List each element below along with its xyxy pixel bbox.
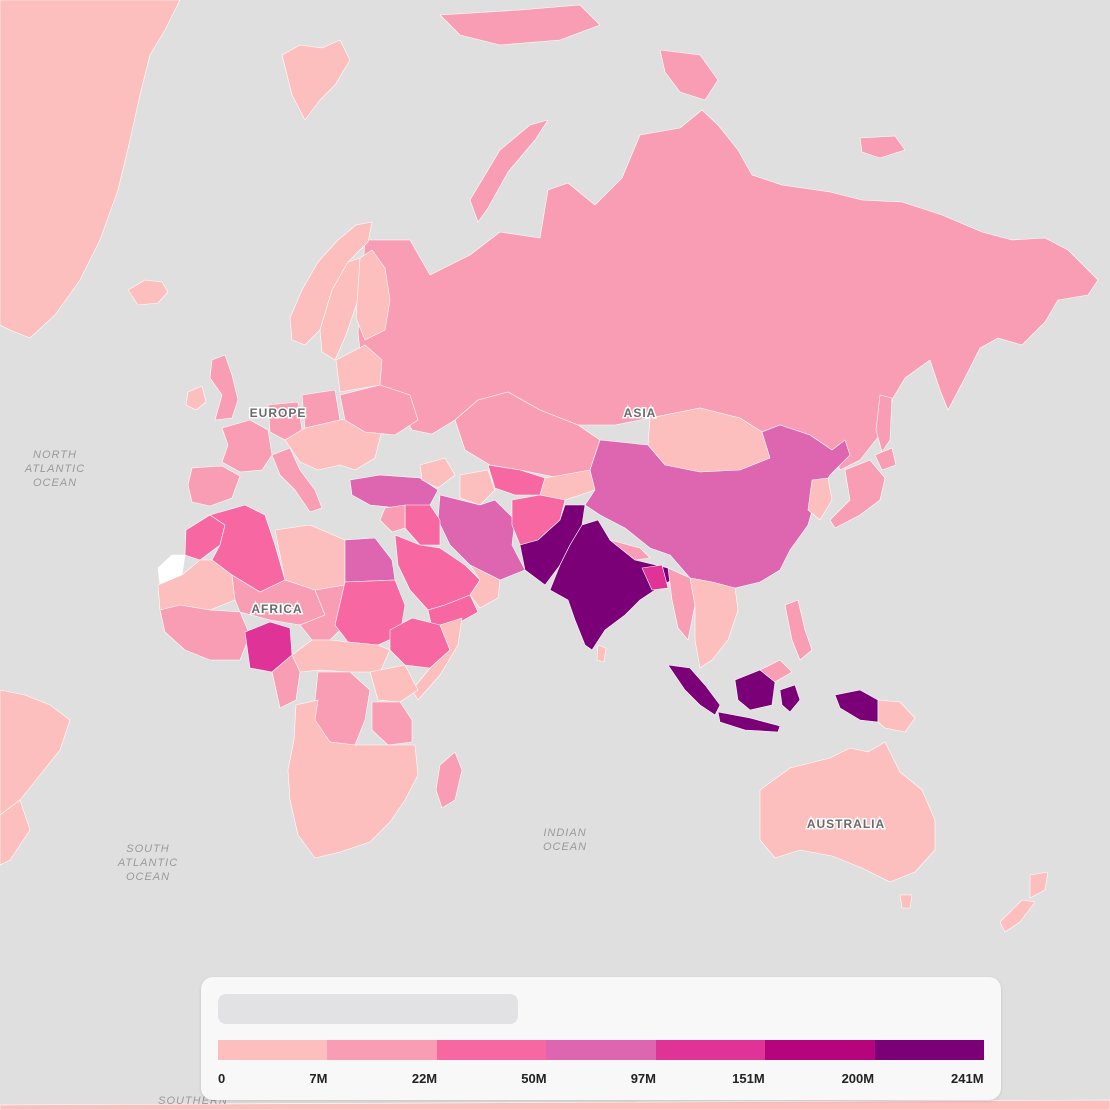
country-australia[interactable] bbox=[759, 741, 936, 883]
country-china[interactable] bbox=[584, 424, 851, 589]
legend-swatch bbox=[546, 1040, 656, 1060]
country-somalia[interactable] bbox=[411, 617, 463, 701]
country-iceland[interactable] bbox=[127, 279, 169, 306]
country-india[interactable] bbox=[549, 519, 681, 651]
central-europe-region[interactable] bbox=[284, 414, 383, 471]
country-korea[interactable] bbox=[807, 477, 833, 521]
country-ukraine[interactable] bbox=[339, 384, 419, 436]
legend-swatch bbox=[327, 1040, 437, 1060]
legend-ticks: 0 7M 22M 50M 97M 151M 200M 241M bbox=[218, 1071, 984, 1087]
country-greenland[interactable] bbox=[0, 0, 181, 339]
legend-tick: 241M bbox=[951, 1071, 984, 1086]
country-egypt[interactable] bbox=[344, 537, 396, 583]
country-philippines[interactable] bbox=[784, 599, 813, 661]
country-ireland[interactable] bbox=[185, 385, 207, 411]
baltic-region[interactable] bbox=[335, 344, 383, 393]
country-nepal[interactable] bbox=[609, 539, 651, 561]
legend-color-scale bbox=[218, 1040, 984, 1060]
arctic-islands[interactable] bbox=[439, 4, 601, 46]
southeast-asia-mainland[interactable] bbox=[689, 577, 739, 669]
label-indian-2: OCEAN bbox=[543, 841, 587, 853]
legend-swatch bbox=[655, 1040, 766, 1060]
country-cameroon[interactable] bbox=[271, 654, 301, 709]
label-south-atlantic-3: OCEAN bbox=[126, 871, 170, 883]
novaya-zemlya[interactable] bbox=[469, 119, 549, 223]
country-finland[interactable] bbox=[355, 249, 391, 341]
country-new-zealand[interactable] bbox=[999, 871, 1049, 933]
central-africa-north[interactable] bbox=[291, 639, 391, 673]
country-madagascar[interactable] bbox=[435, 751, 463, 809]
caucasus-region[interactable] bbox=[419, 457, 456, 489]
country-united-kingdom[interactable] bbox=[209, 354, 239, 421]
country-indonesia-sulawesi[interactable] bbox=[779, 684, 801, 713]
country-turkmenistan[interactable] bbox=[459, 469, 496, 506]
label-north-atlantic-2: ATLANTIC bbox=[24, 463, 85, 475]
country-indonesia-java[interactable] bbox=[717, 711, 781, 733]
legend-panel: 0 7M 22M 50M 97M 151M 200M 241M bbox=[201, 977, 1001, 1100]
country-sudan[interactable] bbox=[334, 579, 406, 646]
label-north-atlantic-1: NORTH bbox=[33, 449, 77, 461]
country-australia-tasmania[interactable] bbox=[899, 894, 913, 909]
country-spain[interactable] bbox=[187, 465, 241, 507]
country-malaysia-borneo[interactable] bbox=[759, 659, 793, 683]
country-norway[interactable] bbox=[289, 221, 373, 346]
legend-tick: 50M bbox=[521, 1071, 547, 1086]
country-tanzania[interactable] bbox=[371, 701, 413, 746]
country-japan-hokkaido[interactable] bbox=[874, 447, 897, 471]
south-america-fragment[interactable] bbox=[0, 799, 31, 866]
country-brazil-fragment[interactable] bbox=[0, 689, 71, 816]
west-africa-coast[interactable] bbox=[159, 604, 251, 661]
legend-swatch bbox=[874, 1040, 984, 1060]
label-asia: ASIA bbox=[624, 406, 657, 420]
severnaya-islands[interactable] bbox=[659, 49, 719, 101]
label-europe: EUROPE bbox=[250, 406, 307, 420]
legend-title-placeholder bbox=[218, 994, 518, 1024]
country-indonesia-papua[interactable] bbox=[834, 689, 879, 723]
label-south-atlantic-1: SOUTH bbox=[126, 843, 170, 855]
country-oman[interactable] bbox=[469, 564, 501, 609]
country-japan[interactable] bbox=[829, 459, 886, 529]
country-sri-lanka[interactable] bbox=[596, 644, 607, 663]
legend-tick: 22M bbox=[411, 1071, 438, 1086]
legend-tick: 200M bbox=[841, 1071, 875, 1086]
country-papua-new-guinea[interactable] bbox=[877, 699, 916, 733]
new-siberian-islands[interactable] bbox=[859, 135, 906, 159]
country-russia-sakhalin[interactable] bbox=[875, 394, 893, 453]
country-iraq[interactable] bbox=[404, 504, 441, 546]
country-bangladesh[interactable] bbox=[641, 564, 669, 591]
legend-swatch bbox=[218, 1040, 328, 1060]
legend-tick: 151M bbox=[732, 1071, 765, 1086]
legend-tick: 97M bbox=[630, 1071, 656, 1086]
legend-swatch bbox=[765, 1040, 875, 1060]
southern-africa[interactable] bbox=[287, 699, 419, 859]
legend-tick: 0 bbox=[218, 1071, 226, 1086]
country-italy[interactable] bbox=[271, 447, 323, 513]
country-france[interactable] bbox=[221, 419, 273, 473]
country-kenya-uganda[interactable] bbox=[369, 664, 419, 703]
label-australia: AUSTRALIA bbox=[807, 817, 885, 831]
label-south-atlantic-2: ATLANTIC bbox=[117, 857, 178, 869]
country-svalbard[interactable] bbox=[281, 39, 351, 121]
country-western-sahara[interactable] bbox=[157, 554, 186, 586]
legend-tick: 7M bbox=[309, 1071, 328, 1086]
country-indonesia-sumatra[interactable] bbox=[667, 664, 721, 716]
antarctica-fragment[interactable] bbox=[0, 1099, 1110, 1110]
country-syria-region[interactable] bbox=[379, 504, 406, 533]
label-africa: AFRICA bbox=[251, 602, 302, 616]
label-north-atlantic-3: OCEAN bbox=[33, 477, 77, 489]
legend-swatch bbox=[436, 1040, 547, 1060]
kyrgyz-tajik-region[interactable] bbox=[539, 469, 596, 501]
label-indian-1: INDIAN bbox=[543, 827, 586, 839]
